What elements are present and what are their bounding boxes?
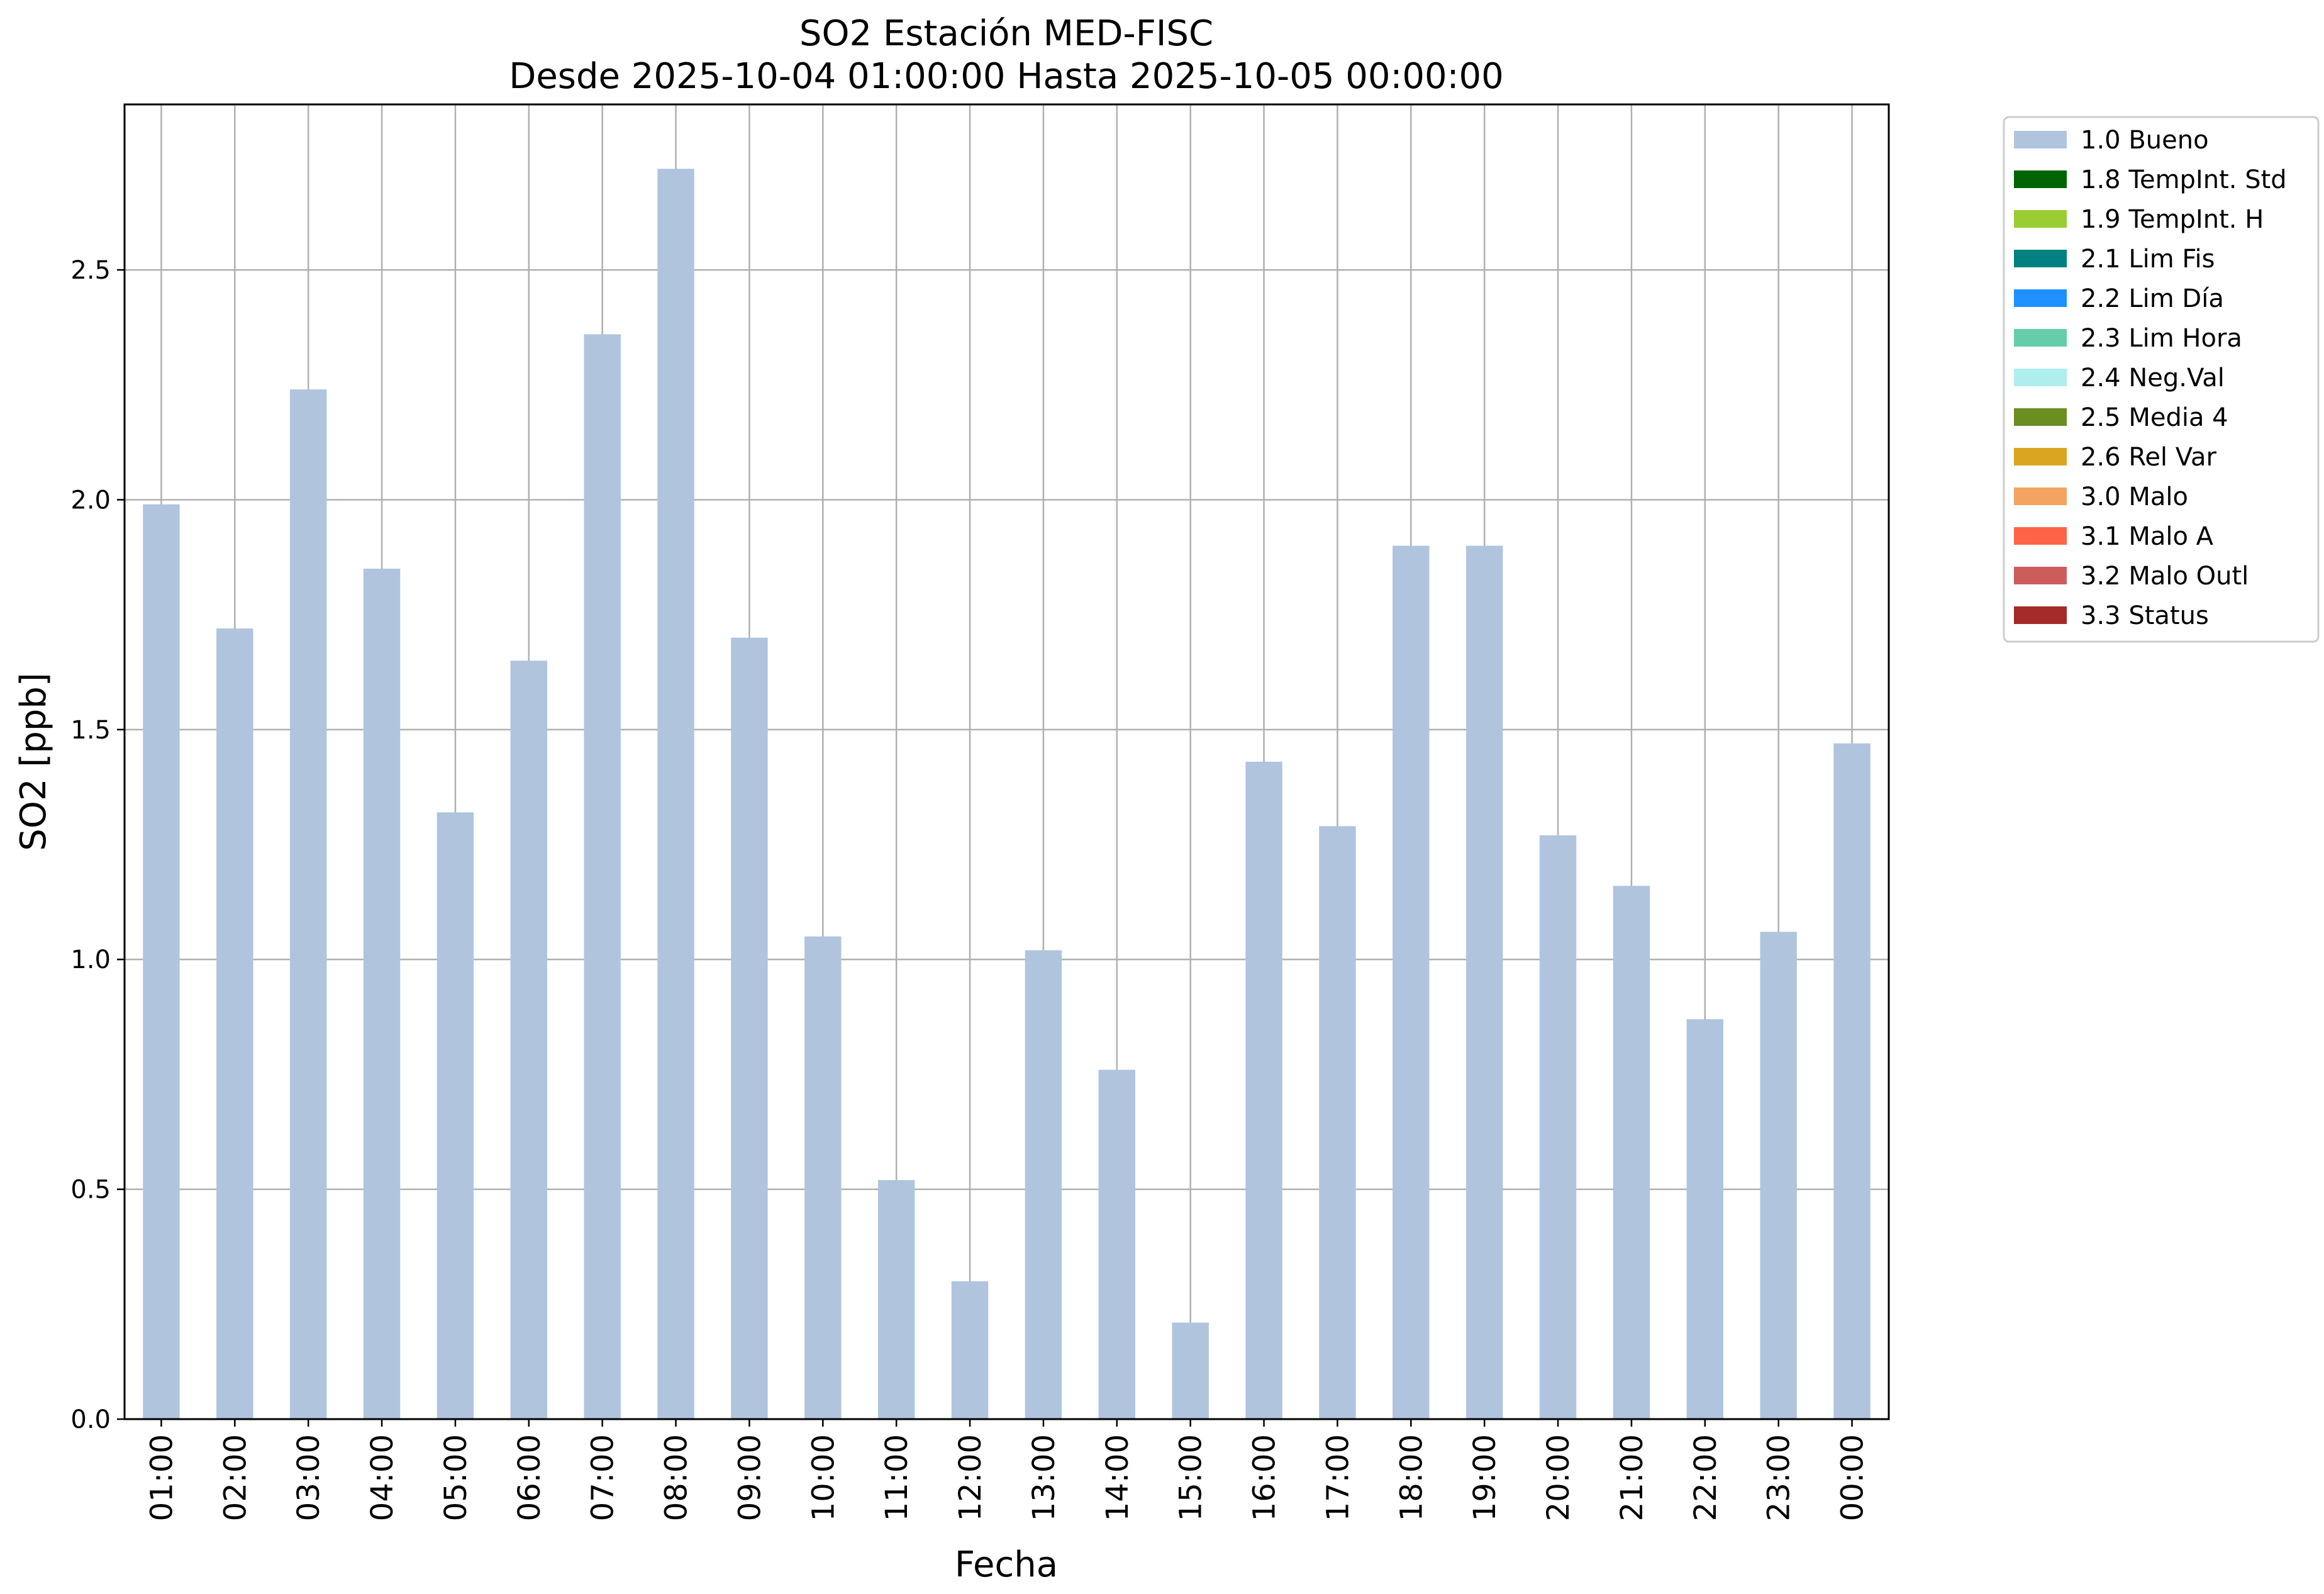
y-axis-ticks: 0.0 0.5 1.0 1.5 2.0 2.5 [70, 256, 125, 1434]
bar [584, 334, 621, 1419]
x-tick-label: 06:00 [512, 1434, 547, 1521]
legend-swatch [2014, 289, 2067, 307]
legend-swatch [2014, 448, 2067, 465]
legend-swatch [2014, 488, 2067, 505]
legend-label: 2.1 Lim Fis [2081, 245, 2215, 274]
bar [363, 569, 401, 1419]
bar [1025, 950, 1062, 1419]
legend-label: 2.2 Lim Día [2081, 284, 2224, 313]
bar [1245, 762, 1282, 1419]
x-tick-label: 13:00 [1026, 1434, 1062, 1521]
bar [731, 637, 768, 1419]
legend-swatch [2014, 567, 2067, 584]
legend-swatch [2014, 606, 2067, 624]
legend-label: 1.0 Bueno [2081, 126, 2209, 155]
legend-label: 2.3 Lim Hora [2081, 324, 2242, 353]
bar [1098, 1069, 1136, 1419]
bar [1613, 886, 1650, 1419]
legend-swatch [2014, 210, 2067, 228]
x-axis-label: Fecha [955, 1544, 1058, 1585]
x-tick-label: 18:00 [1394, 1434, 1429, 1521]
bar [1539, 835, 1577, 1419]
x-tick-label: 03:00 [291, 1434, 326, 1521]
y-tick-label: 1.5 [70, 716, 111, 745]
bar [1393, 545, 1430, 1419]
chart-title-line1: SO2 Estación MED-FISC [799, 13, 1213, 54]
bar [216, 628, 253, 1419]
bar [1760, 932, 1797, 1419]
legend-label: 1.9 TempInt. H [2081, 205, 2264, 234]
bar [877, 1180, 915, 1419]
bar [657, 169, 694, 1420]
y-tick-label: 1.0 [70, 945, 111, 974]
legend-label: 2.4 Neg.Val [2081, 364, 2225, 393]
bars-group [143, 169, 1871, 1420]
x-tick-label: 01:00 [144, 1434, 179, 1521]
legend-swatch [2014, 170, 2067, 188]
legend-swatch [2014, 527, 2067, 545]
plot-frame [123, 103, 1890, 1420]
bar [1172, 1322, 1209, 1419]
x-tick-label: 23:00 [1762, 1434, 1797, 1521]
legend: 1.0 Bueno 1.8 TempInt. Std 1.9 TempInt. H 2… [2003, 116, 2320, 643]
legend-frame [2003, 116, 2320, 643]
legend-label: 3.1 Malo A [2081, 522, 2214, 551]
x-axis-ticks: 01:00 02:00 03:00 04:00 05:00 06:00 07:00 08:00… [144, 1419, 1871, 1521]
x-tick-label: 22:00 [1688, 1434, 1723, 1521]
x-tick-label: 00:00 [1835, 1434, 1871, 1521]
legend-swatch [2014, 408, 2067, 426]
x-tick-label: 21:00 [1615, 1434, 1650, 1521]
x-tick-label: 10:00 [806, 1434, 841, 1521]
bar [1833, 743, 1871, 1419]
x-tick-label: 16:00 [1247, 1434, 1282, 1521]
y-tick-label: 2.5 [70, 256, 111, 285]
bar [143, 504, 180, 1419]
x-tick-label: 08:00 [659, 1434, 694, 1521]
x-tick-label: 14:00 [1100, 1434, 1135, 1521]
bar [804, 936, 842, 1419]
x-tick-label: 15:00 [1174, 1434, 1209, 1521]
x-tick-label: 07:00 [586, 1434, 621, 1521]
y-tick-label: 0.5 [70, 1176, 111, 1205]
bar [510, 660, 548, 1419]
legend-swatch [2014, 250, 2067, 267]
bar [1686, 1019, 1724, 1419]
legend-label: 3.3 Status [2081, 601, 2209, 630]
y-axis-label: SO2 [ppb] [13, 672, 54, 850]
legend-label: 3.0 Malo [2081, 482, 2188, 511]
x-tick-label: 17:00 [1320, 1434, 1355, 1521]
y-tick-label: 0.0 [70, 1405, 111, 1434]
bar [1465, 545, 1503, 1419]
x-tick-label: 04:00 [365, 1434, 400, 1521]
x-tick-label: 09:00 [732, 1434, 767, 1521]
bar [436, 812, 474, 1419]
legend-label: 3.2 Malo Outl [2081, 562, 2249, 591]
legend-swatch [2014, 131, 2067, 148]
legend-label: 2.5 Media 4 [2081, 403, 2228, 432]
x-tick-label: 20:00 [1541, 1434, 1576, 1521]
x-tick-label: 11:00 [879, 1434, 915, 1521]
y-tick-label: 2.0 [70, 486, 111, 515]
x-tick-label: 19:00 [1467, 1434, 1503, 1521]
legend-label: 1.8 TempInt. Std [2081, 165, 2287, 194]
chart-title-line2: Desde 2025-10-04 01:00:00 Hasta 2025-10-… [509, 56, 1504, 97]
legend-label: 2.6 Rel Var [2081, 443, 2217, 472]
x-tick-label: 02:00 [218, 1434, 253, 1521]
x-tick-label: 12:00 [953, 1434, 988, 1521]
bar [951, 1281, 989, 1419]
legend-swatch [2014, 329, 2067, 347]
legend-swatch [2014, 369, 2067, 386]
bar [1319, 826, 1356, 1419]
bar [289, 389, 327, 1419]
x-tick-label: 05:00 [438, 1434, 474, 1521]
